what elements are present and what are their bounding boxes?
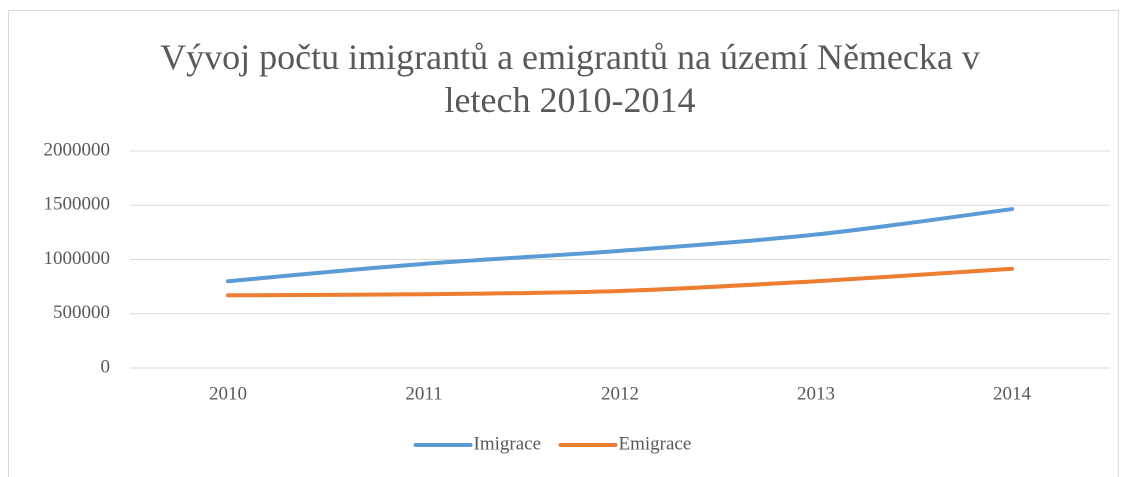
x-tick-label: 2013 <box>797 383 835 404</box>
chart-border <box>8 10 1119 477</box>
x-tick-label: 2010 <box>209 383 247 404</box>
x-tick-label: 2014 <box>993 383 1032 404</box>
y-tick-label: 0 <box>101 356 111 377</box>
chart-title: Vývoj počtu imigrantů a emigrantů na úze… <box>160 37 980 120</box>
series-line <box>226 266 1014 298</box>
y-tick-label: 1500000 <box>44 194 111 215</box>
legend-label: Emigrace <box>619 433 692 454</box>
legend-label: Imigrace <box>474 433 542 454</box>
series-line <box>226 207 1014 284</box>
y-tick-label: 500000 <box>53 302 110 323</box>
x-tick-label: 2012 <box>601 383 639 404</box>
y-tick-label: 1000000 <box>44 248 111 269</box>
y-tick-label: 2000000 <box>44 139 111 160</box>
x-tick-label: 2011 <box>405 383 442 404</box>
